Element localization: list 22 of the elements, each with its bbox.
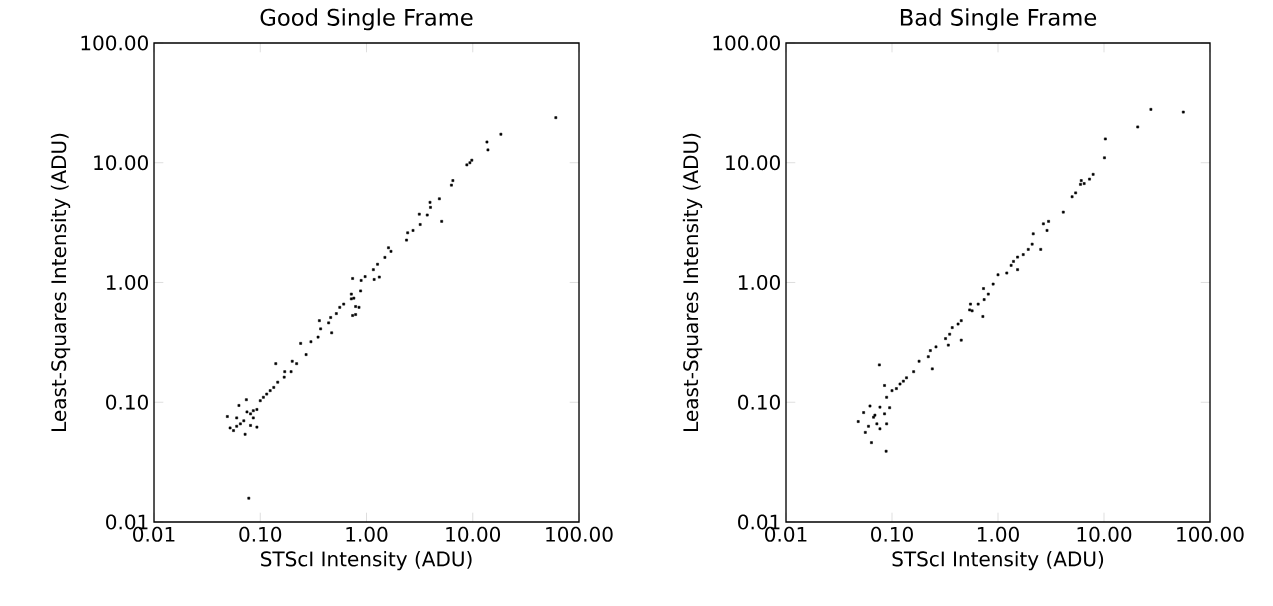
x-tick-label: 0.10 [239,526,282,542]
y-axis-title: Least-Squares Intensity (ADU) [682,133,703,431]
y-tick-label: 1.00 [738,274,780,291]
y-axis-title: Least-Squares Intensity (ADU) [50,133,71,431]
x-tick-label: 10.00 [446,526,501,542]
x-tick-label: 10.00 [1077,526,1132,542]
y-tick-label: 1.00 [106,274,148,291]
chart-title: Bad Single Frame [900,8,1097,31]
y-tick-label: 100.00 [81,35,148,51]
chart-title: Good Single Frame [260,8,473,31]
y-tick-label: 10.00 [726,155,780,171]
y-tick-label: 100.00 [713,35,780,51]
y-tick-label: 0.10 [738,394,780,410]
x-axis-title: STScI Intensity (ADU) [261,550,472,571]
y-tick-label: 10.00 [94,155,148,171]
x-tick-label: 100.00 [1177,526,1244,542]
x-tick-label: 100.00 [546,526,613,542]
x-tick-label: 1.00 [977,526,1019,542]
y-tick-label: 0.10 [106,394,148,410]
x-tick-label: 0.10 [871,526,913,542]
x-tick-label: 1.00 [346,526,388,542]
x-axis-title: STScI Intensity (ADU) [892,550,1104,571]
